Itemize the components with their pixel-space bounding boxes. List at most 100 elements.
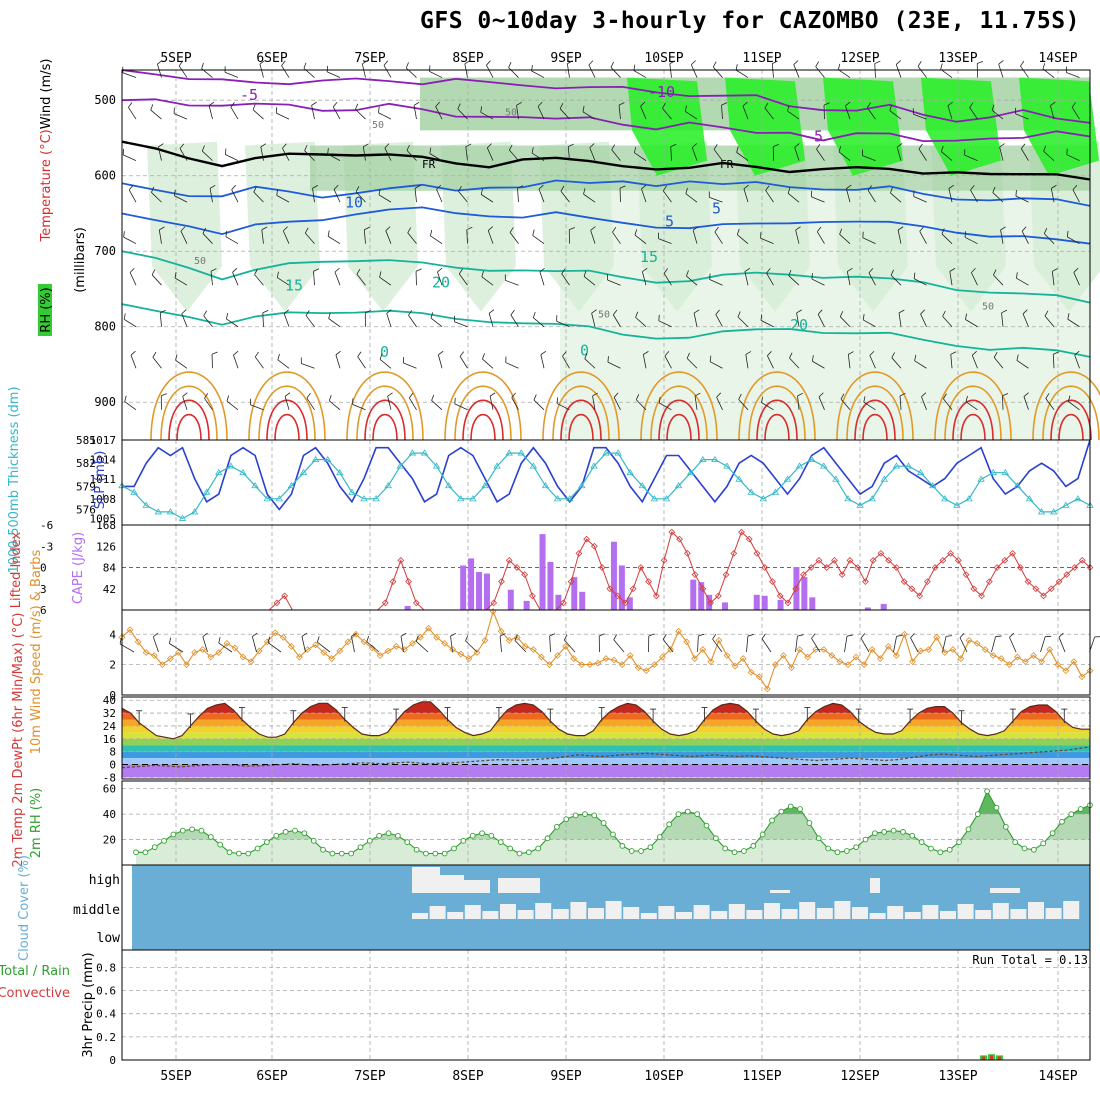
slp-marker — [578, 481, 586, 489]
wind-barb-upper — [128, 107, 137, 120]
wind-barb-upper — [868, 272, 876, 286]
wind-barb-upper — [943, 398, 953, 411]
wind-barb-upper — [1067, 318, 1080, 328]
wind-barb-upper-flag — [767, 351, 772, 356]
wind-barb-upper — [301, 363, 315, 369]
wind-marker — [642, 667, 650, 675]
wind-marker — [320, 649, 328, 656]
li-marker — [652, 592, 660, 600]
li-marker — [412, 599, 420, 607]
precip-convective-bar — [990, 1055, 993, 1060]
wind-barb-upper — [180, 230, 188, 244]
cloud-mid-gap — [1028, 902, 1044, 919]
wind-barb-upper-flag — [898, 309, 905, 314]
li-marker — [769, 578, 776, 586]
freezing-label: FR — [720, 158, 734, 171]
cloud-mid-gap — [816, 908, 833, 919]
precip-convective-bar — [982, 1056, 985, 1060]
cloud-mid-gap — [887, 906, 904, 919]
wind-marker — [360, 638, 368, 646]
day-label-bottom: 14SEP — [1038, 1069, 1077, 1084]
cape-bar — [571, 577, 578, 610]
wind-barb-upper — [588, 64, 596, 78]
wind-barb-upper — [284, 396, 290, 410]
wind-barb-upper — [539, 271, 545, 286]
slp-marker — [190, 508, 199, 515]
cloud-high-gap — [498, 878, 540, 893]
pressure-tick-label: 500 — [94, 93, 116, 107]
wind-barb-upper-flag — [940, 145, 944, 152]
wind-barb-upper-flag — [259, 60, 265, 65]
wind-barb-upper-flag — [787, 105, 790, 112]
wind-barb-upper — [1073, 272, 1080, 286]
wind-barb-upper — [715, 314, 723, 327]
temp-tick-label: 8 — [109, 746, 116, 759]
wind-barb-10m-flag — [995, 635, 1002, 637]
wind-barb-upper-flag — [508, 62, 512, 68]
wind-barb-upper-flag — [634, 146, 637, 153]
cloud-mid-gap — [852, 907, 868, 919]
precip-convective-label: Convective — [0, 986, 70, 1001]
cape-bar — [690, 579, 697, 610]
wind-barb-upper-flag — [510, 309, 515, 316]
wind-barb-upper-flag — [233, 350, 239, 356]
wind-barb-upper-flag — [487, 143, 492, 149]
day-label-bottom: 11SEP — [742, 1069, 781, 1084]
wind-marker — [973, 639, 981, 647]
wind-barb-upper-flag — [589, 143, 595, 148]
li-marker — [745, 535, 753, 543]
wind-barb-upper-flag — [128, 102, 133, 108]
wind-marker — [304, 646, 311, 653]
wind-barb-10m — [712, 638, 723, 653]
wind-barb-upper-flag — [745, 351, 752, 355]
wind-barb-10m-flag — [698, 633, 705, 637]
slp-marker — [239, 468, 247, 476]
li-marker — [490, 599, 498, 607]
wind-barb-10m-flag — [465, 635, 469, 642]
slp-marker — [142, 501, 150, 508]
wind-marker — [231, 644, 239, 652]
li-marker — [598, 564, 606, 571]
wind-barb-upper-flag — [590, 226, 596, 231]
wind-barb-upper — [158, 229, 162, 244]
wind-marker — [651, 661, 658, 669]
thickness-tick-label: 585 — [76, 434, 96, 447]
temp-band — [122, 738, 1090, 746]
wind-barb-upper-flag — [1044, 310, 1049, 317]
wind-barb-upper-flag — [721, 102, 728, 106]
wind-barb-upper-flag — [537, 101, 543, 107]
slp-marker — [1001, 468, 1010, 476]
wind-barb-upper-flag — [1071, 102, 1077, 108]
wind-barb-upper — [913, 113, 927, 120]
wind-barb-upper-flag — [253, 186, 257, 193]
wind-marker — [562, 643, 570, 650]
wind-barb-upper — [561, 273, 570, 286]
rh-marker — [292, 827, 298, 834]
rh-marker — [413, 846, 420, 853]
wind-barb-upper-flag — [430, 229, 433, 236]
rh-marker — [544, 835, 551, 842]
warm-contour — [756, 399, 798, 441]
rh-marker — [217, 841, 224, 848]
cape-bar — [483, 573, 490, 610]
wind-barb-upper — [378, 112, 392, 120]
wind-barb-upper-flag — [533, 394, 537, 401]
wind-barb-upper — [487, 230, 494, 244]
slp-marker — [868, 495, 876, 502]
wind-barb-upper-flag — [364, 226, 370, 231]
wind-barb-upper — [1043, 233, 1055, 244]
li-tick-label: -3 — [40, 540, 53, 553]
slp-marker — [517, 449, 526, 456]
wind-barb-upper-flag — [413, 101, 420, 106]
rh-marker — [778, 808, 785, 815]
wind-barb-10m-flag — [301, 632, 308, 637]
wind-barb-upper — [356, 273, 366, 286]
wind-barb-upper — [971, 355, 978, 369]
wind-barb-upper-flag — [914, 354, 917, 361]
cloud-mid-gap — [464, 905, 481, 919]
wind-barb-upper-flag — [158, 143, 164, 148]
wind-barb-upper — [846, 271, 851, 286]
wind-barb-upper-flag — [838, 63, 841, 70]
wind-barb-upper — [333, 189, 341, 203]
cape-bar — [523, 600, 530, 610]
